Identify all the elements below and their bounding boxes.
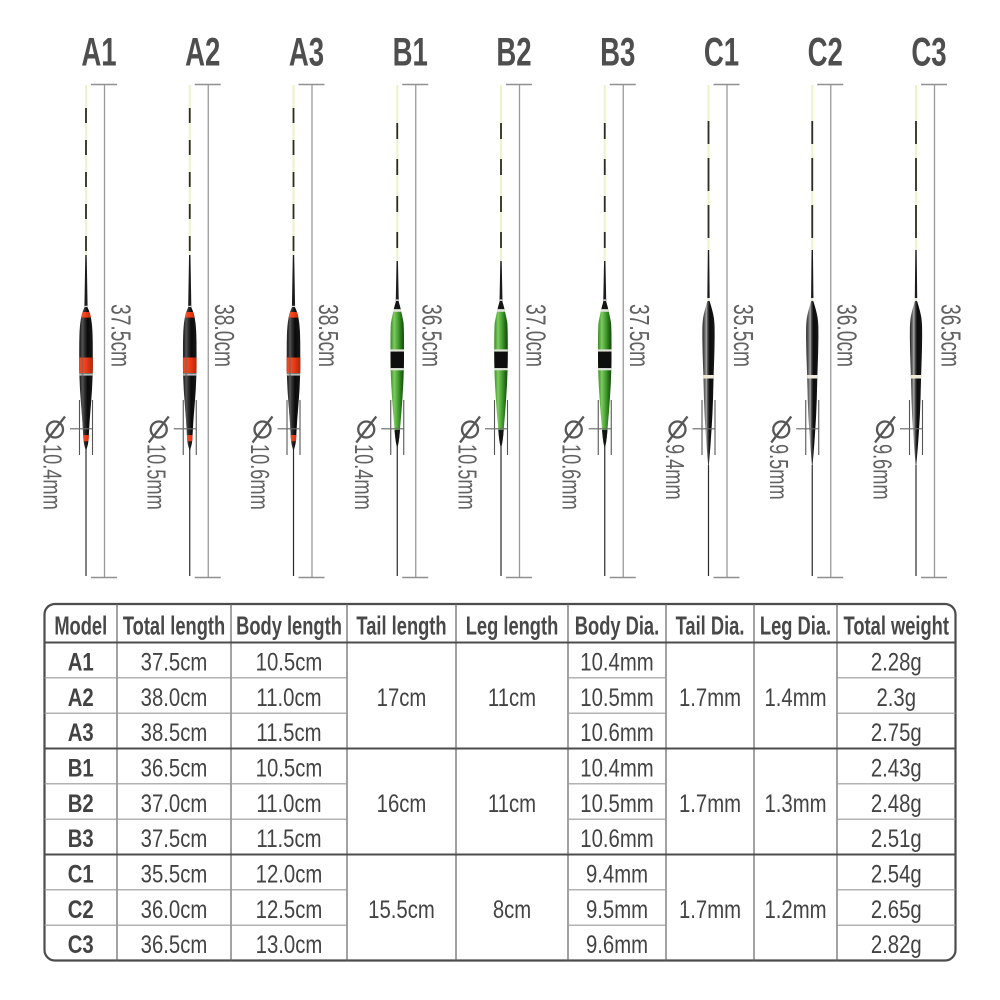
svg-text:2.28g: 2.28g (871, 647, 922, 676)
svg-text:10.6mm: 10.6mm (580, 824, 653, 853)
svg-text:C3: C3 (911, 31, 946, 75)
svg-text:2.43g: 2.43g (871, 753, 922, 782)
svg-text:9.6mm: 9.6mm (868, 444, 897, 500)
svg-text:10.5mm: 10.5mm (580, 789, 653, 818)
svg-text:36.5cm: 36.5cm (141, 930, 208, 959)
svg-text:35.5cm: 35.5cm (727, 304, 757, 367)
svg-text:B2: B2 (68, 789, 94, 818)
svg-text:C1: C1 (704, 31, 739, 75)
svg-text:9.4mm: 9.4mm (586, 859, 648, 888)
svg-text:1.7mm: 1.7mm (679, 895, 741, 924)
svg-text:10.5cm: 10.5cm (256, 753, 323, 782)
svg-text:Leg length: Leg length (466, 612, 559, 641)
svg-text:37.0cm: 37.0cm (519, 304, 549, 367)
svg-text:Tail Dia.: Tail Dia. (676, 612, 745, 641)
svg-text:38.0cm: 38.0cm (208, 304, 238, 367)
svg-text:2.48g: 2.48g (871, 789, 922, 818)
svg-text:10.4mm: 10.4mm (38, 444, 67, 510)
svg-text:C1: C1 (68, 859, 94, 888)
svg-text:B1: B1 (68, 753, 94, 782)
svg-text:37.0cm: 37.0cm (141, 789, 208, 818)
svg-text:2.75g: 2.75g (871, 718, 922, 747)
svg-text:11.0cm: 11.0cm (256, 683, 321, 712)
svg-text:A1: A1 (81, 31, 116, 75)
svg-text:1.7mm: 1.7mm (679, 789, 741, 818)
svg-text:A2: A2 (68, 683, 94, 712)
svg-text:C2: C2 (68, 895, 94, 924)
svg-text:11.0cm: 11.0cm (256, 789, 321, 818)
svg-text:37.5cm: 37.5cm (623, 304, 653, 367)
svg-text:C3: C3 (68, 930, 94, 959)
svg-text:37.5cm: 37.5cm (141, 824, 208, 853)
svg-text:10.5mm: 10.5mm (141, 444, 170, 510)
svg-text:Body Dia.: Body Dia. (575, 612, 659, 641)
svg-text:10.5mm: 10.5mm (453, 444, 482, 510)
svg-text:11cm: 11cm (488, 789, 536, 818)
svg-text:1.7mm: 1.7mm (679, 683, 741, 712)
svg-text:8cm: 8cm (493, 895, 531, 924)
svg-text:B3: B3 (600, 31, 635, 75)
svg-text:11.5cm: 11.5cm (256, 824, 321, 853)
svg-text:10.6mm: 10.6mm (556, 444, 585, 510)
svg-text:36.5cm: 36.5cm (934, 304, 964, 367)
svg-text:15.5cm: 15.5cm (368, 895, 435, 924)
svg-text:10.5cm: 10.5cm (256, 647, 323, 676)
svg-text:36.0cm: 36.0cm (831, 304, 861, 367)
svg-text:11cm: 11cm (488, 683, 536, 712)
svg-text:37.5cm: 37.5cm (141, 647, 208, 676)
svg-text:1.4mm: 1.4mm (764, 683, 826, 712)
svg-text:B2: B2 (496, 31, 531, 75)
svg-text:10.6mm: 10.6mm (245, 444, 274, 510)
svg-text:36.5cm: 36.5cm (416, 304, 446, 367)
svg-text:Model: Model (54, 612, 107, 641)
svg-text:9.4mm: 9.4mm (660, 444, 689, 500)
svg-text:2.54g: 2.54g (871, 859, 922, 888)
svg-text:16cm: 16cm (377, 789, 427, 818)
svg-text:37.5cm: 37.5cm (104, 304, 134, 367)
svg-text:2.65g: 2.65g (871, 895, 922, 924)
svg-text:10.4mm: 10.4mm (580, 647, 653, 676)
svg-text:Total length: Total length (123, 612, 225, 641)
svg-text:10.4mm: 10.4mm (580, 753, 653, 782)
svg-text:1.2mm: 1.2mm (764, 895, 826, 924)
svg-text:2.3g: 2.3g (876, 683, 916, 712)
svg-text:17cm: 17cm (377, 683, 427, 712)
svg-text:36.5cm: 36.5cm (141, 753, 208, 782)
svg-text:2.82g: 2.82g (871, 930, 922, 959)
svg-text:35.5cm: 35.5cm (141, 859, 208, 888)
svg-text:B1: B1 (393, 31, 428, 75)
svg-text:Total weight: Total weight (844, 612, 950, 641)
svg-text:Tail length: Tail length (356, 612, 446, 641)
svg-text:9.5mm: 9.5mm (586, 895, 648, 924)
svg-text:A3: A3 (68, 718, 94, 747)
svg-text:38.0cm: 38.0cm (141, 683, 208, 712)
svg-text:10.4mm: 10.4mm (349, 444, 378, 510)
svg-text:36.0cm: 36.0cm (141, 895, 208, 924)
svg-text:1.3mm: 1.3mm (764, 789, 826, 818)
svg-text:38.5cm: 38.5cm (312, 304, 342, 367)
svg-text:12.0cm: 12.0cm (256, 859, 323, 888)
svg-text:C2: C2 (808, 31, 843, 75)
svg-text:Leg Dia.: Leg Dia. (760, 612, 831, 641)
svg-text:9.6mm: 9.6mm (586, 930, 648, 959)
svg-text:12.5cm: 12.5cm (256, 895, 323, 924)
svg-text:10.5mm: 10.5mm (580, 683, 653, 712)
svg-text:11.5cm: 11.5cm (256, 718, 321, 747)
svg-text:13.0cm: 13.0cm (256, 930, 323, 959)
svg-text:38.5cm: 38.5cm (141, 718, 208, 747)
svg-text:A2: A2 (185, 31, 220, 75)
svg-text:9.5mm: 9.5mm (764, 444, 793, 500)
svg-text:10.6mm: 10.6mm (580, 718, 653, 747)
svg-text:A1: A1 (68, 647, 94, 676)
svg-text:Body length: Body length (236, 612, 342, 641)
svg-text:A3: A3 (289, 31, 324, 75)
svg-text:B3: B3 (68, 824, 94, 853)
svg-text:2.51g: 2.51g (871, 824, 922, 853)
